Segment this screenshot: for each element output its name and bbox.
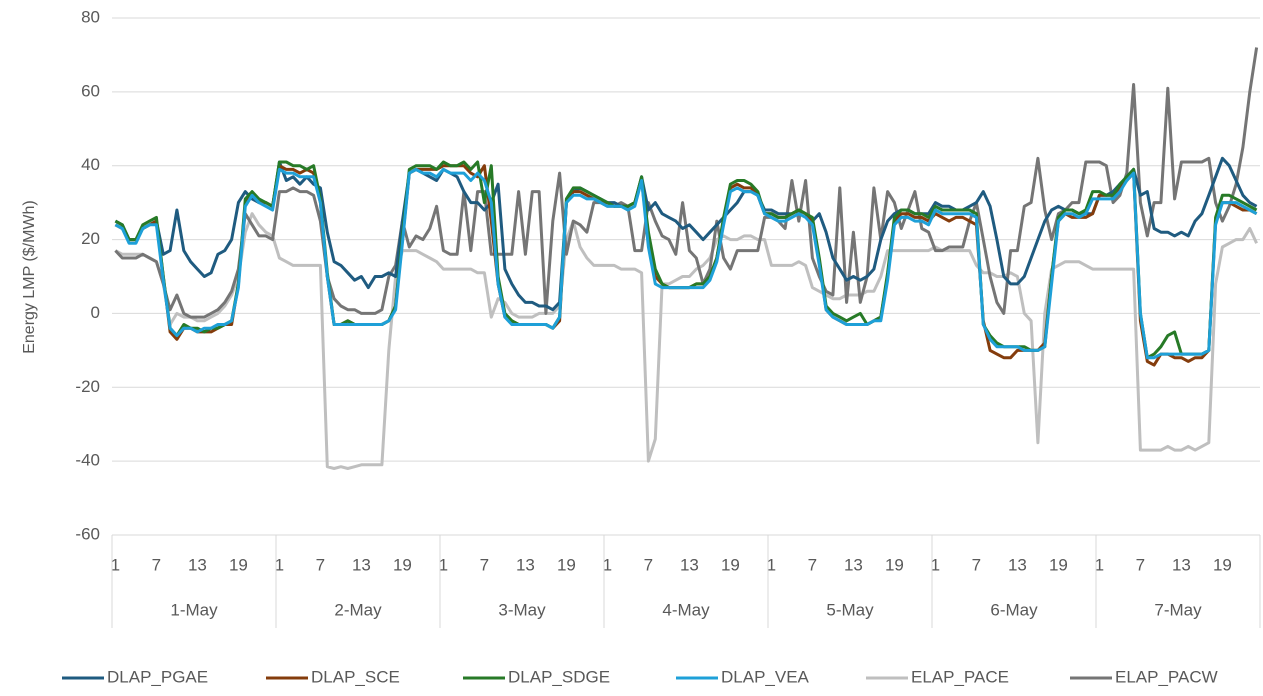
x-tick-label: 1 (275, 555, 284, 574)
x-tick-label: 7 (1136, 555, 1145, 574)
y-tick-label: -20 (75, 377, 100, 396)
x-tick-label: 19 (557, 555, 576, 574)
x-tick-label: 13 (1172, 555, 1191, 574)
x-tick-label: 13 (352, 555, 371, 574)
x-tick-label: 13 (516, 555, 535, 574)
x-tick-label: 1 (439, 555, 448, 574)
x-tick-label: 1 (1095, 555, 1104, 574)
x-tick-label: 19 (1049, 555, 1068, 574)
x-tick-label: 7 (644, 555, 653, 574)
y-tick-label: -40 (75, 451, 100, 470)
x-tick-label: 7 (152, 555, 161, 574)
y-axis-label: Energy LMP ($/MWh) (21, 200, 38, 354)
group-label: 3-May (498, 600, 546, 619)
group-label: 1-May (170, 600, 218, 619)
x-tick-label: 13 (1008, 555, 1027, 574)
x-tick-label: 19 (721, 555, 740, 574)
x-tick-label: 7 (972, 555, 981, 574)
series-line (114, 212, 1258, 470)
x-tick-label: 13 (188, 555, 207, 574)
x-tick-label: 1 (931, 555, 940, 574)
x-tick-label: 7 (316, 555, 325, 574)
series-line (114, 167, 1258, 360)
group-label: 5-May (826, 600, 874, 619)
legend-label: DLAP_SCE (311, 667, 400, 686)
x-tick-label: 19 (885, 555, 904, 574)
group-label: 7-May (1154, 600, 1202, 619)
y-tick-label: 20 (81, 229, 100, 248)
y-tick-label: 0 (91, 303, 100, 322)
legend-label: DLAP_SDGE (508, 667, 610, 686)
y-tick-label: 40 (81, 155, 100, 174)
group-label: 4-May (662, 600, 710, 619)
legend-label: DLAP_VEA (721, 667, 810, 686)
x-tick-label: 1 (603, 555, 612, 574)
x-tick-label: 19 (1213, 555, 1232, 574)
legend-label: DLAP_PGAE (107, 667, 208, 686)
legend-label: ELAP_PACE (911, 667, 1009, 686)
x-tick-label: 7 (808, 555, 817, 574)
y-tick-label: -60 (75, 524, 100, 543)
x-tick-label: 19 (393, 555, 412, 574)
group-label: 6-May (990, 600, 1038, 619)
x-tick-label: 1 (111, 555, 120, 574)
y-tick-label: 80 (81, 7, 100, 26)
x-tick-label: 13 (680, 555, 699, 574)
legend-label: ELAP_PACW (1115, 667, 1218, 686)
x-tick-label: 7 (480, 555, 489, 574)
group-label: 2-May (334, 600, 382, 619)
y-tick-label: 60 (81, 81, 100, 100)
x-tick-label: 1 (767, 555, 776, 574)
x-tick-label: 19 (229, 555, 248, 574)
x-tick-label: 13 (844, 555, 863, 574)
